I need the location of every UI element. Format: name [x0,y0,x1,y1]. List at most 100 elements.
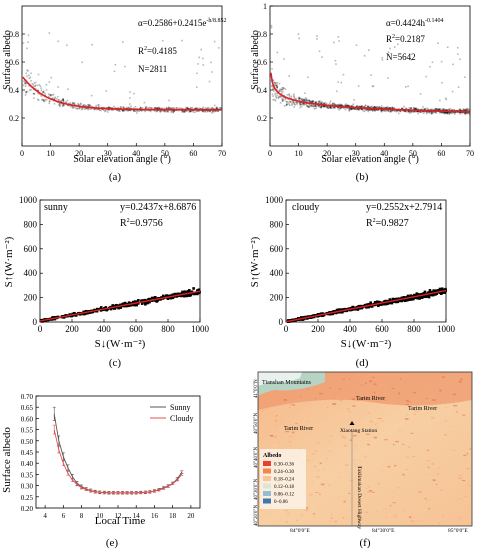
scatter-point [82,104,85,106]
scatter-point [400,296,404,300]
scatter-point [295,102,298,104]
scatter-point [73,101,76,104]
scatter-point [465,108,467,111]
scatter-point [95,104,97,107]
scatter-point [365,109,368,112]
scatter-point [391,107,394,110]
scatter-point [463,109,465,111]
scatter-point [87,103,89,106]
scatter-point [122,109,125,112]
scatter-point [303,99,306,102]
scatter-point [48,81,51,83]
panel-e-diurnal-albedo: 4 6 8 10 12 14 16 18 200.200.250.300.350.400.450… [1,393,201,549]
map-speckle [371,385,374,387]
scatter-point [387,51,390,54]
scatter-point [405,86,407,88]
map-speckle [439,389,442,392]
map-speckle [455,412,458,414]
scatter-point [372,85,375,87]
scatter-point [75,107,77,109]
scatter-point [439,108,441,111]
scatter-point [104,109,107,112]
scatter-point [42,99,45,101]
scatter-point [383,110,385,112]
scatter-point [187,107,189,110]
scatter-point [133,110,135,112]
scatter-point [54,96,57,99]
map-speckle [365,511,369,514]
scatter-point [37,98,39,101]
scatter-point [429,65,431,68]
scatter-point [348,104,350,107]
legend-label: Cloudy [170,414,194,423]
scatter-point [396,43,399,46]
scatter-point [58,104,60,107]
scatter-point [371,106,373,109]
map-speckle [342,378,345,380]
scatter-point [159,108,162,110]
scatter-point [459,109,462,111]
scatter-point [322,105,325,108]
scatter-point [318,102,320,105]
scatter-point [309,100,312,103]
map-speckle [401,443,405,445]
scatter-point [140,110,143,112]
scatter-point [311,101,314,104]
scatter-point [414,108,416,110]
scatter-point [448,111,450,114]
map-speckle [457,477,462,480]
scatter-point [467,108,470,110]
scatter-point [396,110,399,112]
scatter-point [57,40,60,43]
scatter-point [373,105,376,108]
scatter-point [389,110,392,112]
scatter-point [380,110,383,113]
scatter-point [78,107,80,109]
scatter-point [200,109,203,112]
scatter-point [454,111,456,114]
scatter-point [381,107,384,109]
scatter-point [292,101,295,103]
scatter-point [42,100,45,102]
map-speckle [353,434,357,437]
scatter-point [24,85,27,87]
map-speckle [389,505,392,507]
scatter-point [438,287,442,291]
scatter-point [403,105,405,108]
scatter-point [307,76,309,79]
scatter-point [122,110,124,112]
scatter-point [169,294,173,297]
scatter-point [389,107,392,109]
scatter-point [200,48,202,51]
scatter-point [279,88,282,90]
scatter-point [71,106,74,108]
scatter-point [395,110,398,113]
scatter-point [166,294,170,298]
scatter-point [369,106,372,108]
scatter-point [459,112,462,115]
scatter-point [419,111,422,114]
map-speckle [273,397,277,399]
scatter-point [279,89,281,92]
scatter-point [185,109,188,112]
y-tick-label: 0.25 [21,494,34,502]
scatter-point [357,106,360,108]
scatter-point [413,294,417,297]
scatter-point [191,292,195,295]
scatter-point [282,88,284,91]
scatter-point [190,109,192,112]
scatter-point [93,108,96,111]
scatter-point [166,297,170,300]
scatter-point [359,105,361,108]
scatter-point [310,105,313,108]
scatter-point [95,106,97,109]
map-speckle [313,516,316,518]
map-speckle [456,410,458,412]
scatter-point [26,47,28,50]
scatter-point [108,109,111,111]
legend-swatch [263,491,271,496]
scatter-point [441,108,444,111]
scatter-point [59,105,61,108]
scatter-point [354,107,356,110]
scatter-point [320,103,322,105]
